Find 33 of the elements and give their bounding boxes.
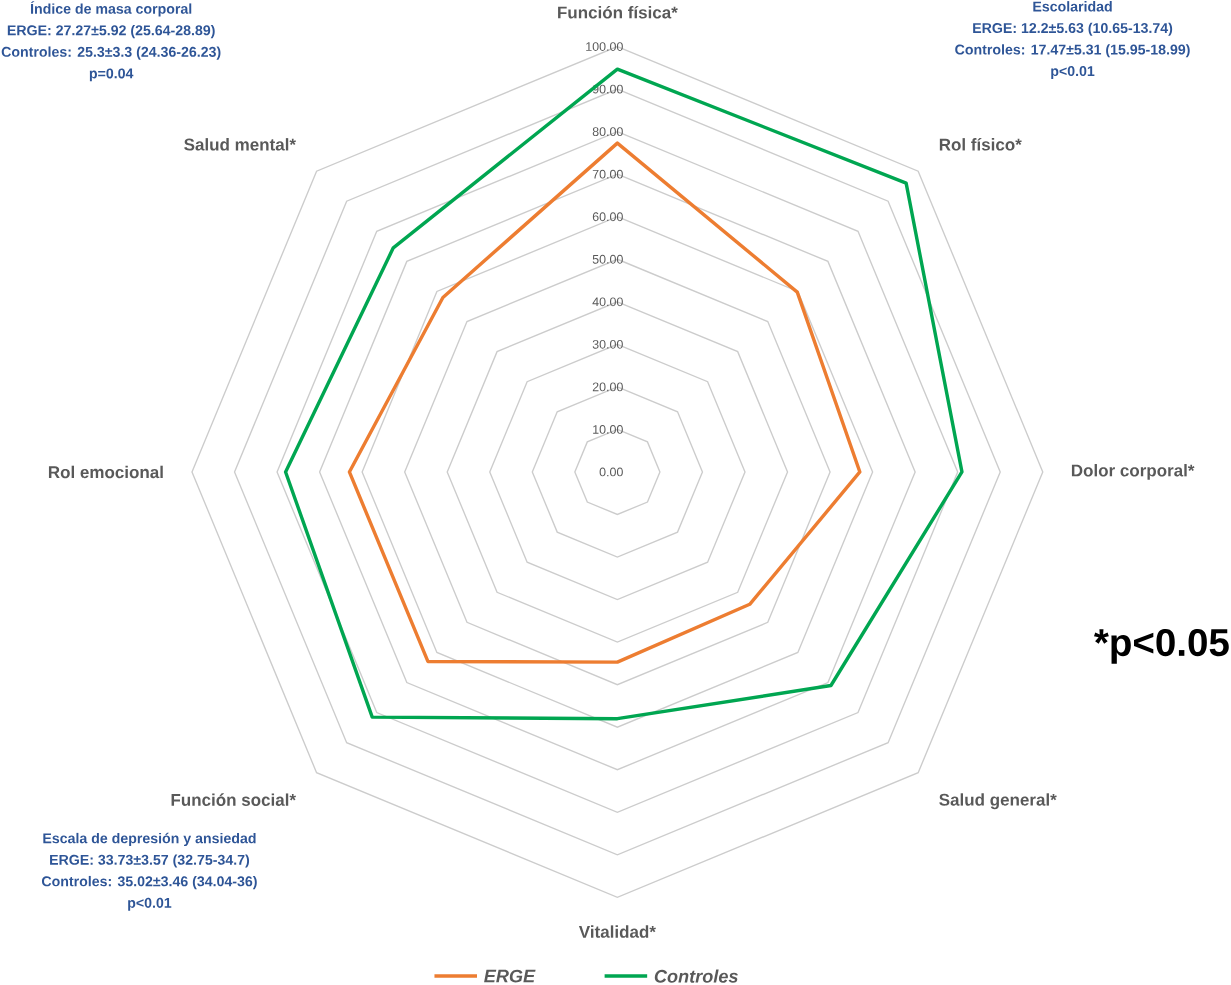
- text: ERGE: 12.2±5.63 (10.65-13.74): [973, 22, 1173, 36]
- legend-label: ERGE: [484, 969, 536, 983]
- text: Controles: 17.47±5.31 (15.95-18.99): [955, 44, 1190, 58]
- y-tick-label: 100.00: [586, 42, 623, 51]
- y-tick-label: 20.00: [592, 382, 623, 392]
- spoke-label: Rol emocional: [48, 465, 163, 479]
- text: Índice de masa corporal: [30, 1, 192, 17]
- y-tick-label: 60.00: [592, 212, 623, 222]
- y-tick-label: 50.00: [592, 254, 623, 264]
- text: p=0.04: [89, 68, 134, 82]
- y-tick-label: 10.00: [593, 425, 623, 434]
- spoke-label: Rol físico*: [939, 137, 1022, 151]
- text: Escala de depresión y ansiedad: [43, 832, 256, 847]
- text: Controles: 35.02±3.46 (34.04-36): [41, 875, 257, 890]
- spoke-label: Dolor corporal*: [1071, 464, 1195, 480]
- text: ERGE: 27.27±5.92 (25.64-28.89): [7, 24, 215, 39]
- text: Escolaridad: [1033, 1, 1112, 12]
- legend-label: Controles: [654, 969, 738, 983]
- spoke-label: Salud mental*: [184, 138, 296, 151]
- text: *p<0.05: [1093, 628, 1229, 664]
- y-tick-label: 0.00: [599, 467, 623, 477]
- text: p<0.01: [128, 897, 172, 911]
- spoke-label: Función social*: [171, 793, 297, 806]
- spoke-label: Salud general*: [939, 793, 1057, 810]
- y-tick-label: 70.00: [592, 169, 623, 179]
- text: ERGE: 33.73±3.57 (32.75-34.7): [50, 854, 250, 868]
- text: Controles: 25.3±3.3 (24.36-26.23): [1, 46, 221, 60]
- text: p<0.01: [1051, 66, 1095, 79]
- spoke-label: Función física*: [558, 5, 678, 19]
- y-tick-label: 30.00: [592, 339, 623, 349]
- spoke-label: Vitalidad*: [578, 925, 656, 938]
- y-tick-label: 80.00: [592, 127, 623, 137]
- y-tick-label: 40.00: [592, 297, 623, 307]
